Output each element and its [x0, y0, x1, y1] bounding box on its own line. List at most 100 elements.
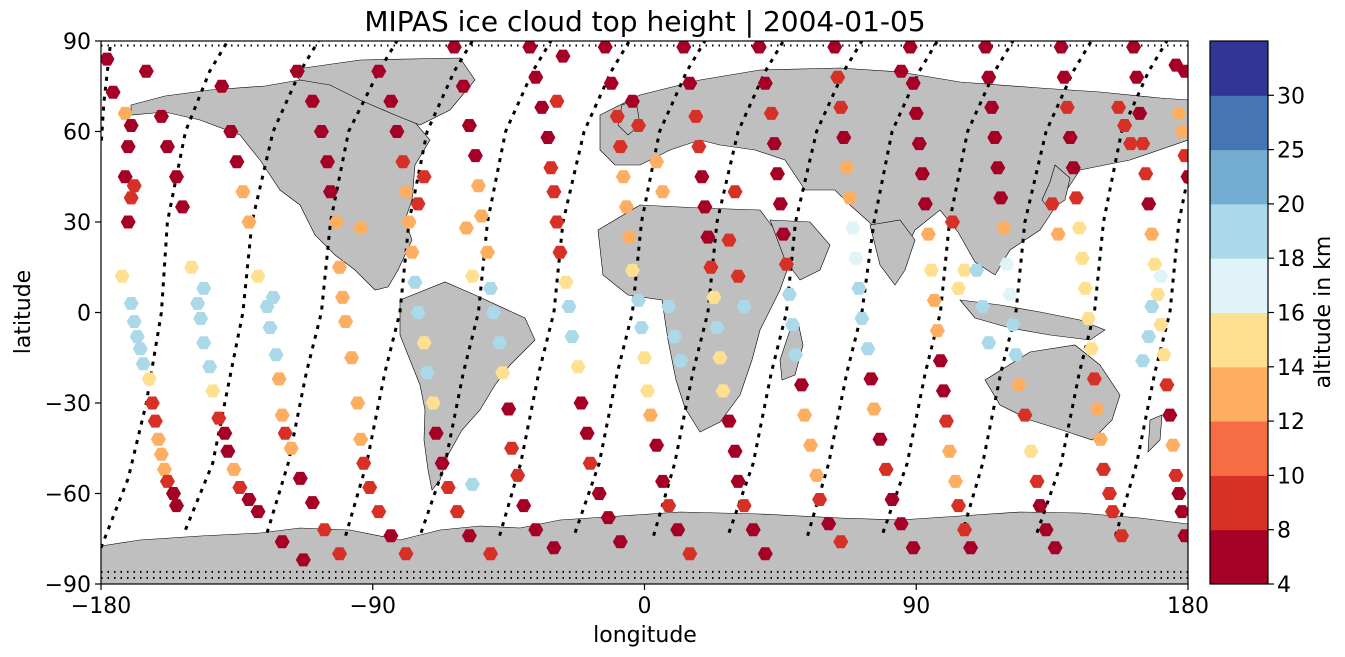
cloud-point-147 [621, 230, 637, 244]
orbit-track-2 [184, 41, 320, 531]
cloud-point-67 [323, 185, 338, 199]
cloud-point-222 [893, 517, 909, 531]
cloud-point-250 [990, 161, 1006, 175]
cloud-point-236 [935, 384, 951, 398]
cloud-point-195 [794, 378, 809, 392]
cloud-point-229 [914, 167, 930, 181]
cloud-point-17 [147, 414, 163, 428]
cloud-point-62 [265, 290, 281, 304]
map-area [101, 41, 1188, 584]
y-tick-label-0: 90 [63, 30, 91, 55]
cloud-point-228 [911, 137, 927, 151]
colorbar-tick-label-9: 30 [1277, 84, 1305, 109]
cloud-point-68 [329, 215, 344, 229]
colorbar-segment-2 [1210, 421, 1268, 476]
cloud-point-108 [483, 281, 498, 295]
cloud-point-270 [1062, 131, 1078, 144]
cloud-point-172 [715, 384, 731, 398]
colorbar: 4 8 10 12 14 16 18 20 25 30 [1209, 40, 1305, 598]
cloud-point-10 [123, 297, 139, 310]
cloud-point-278 [1086, 372, 1102, 386]
cloud-point-309 [1174, 125, 1188, 138]
cloud-point-170 [709, 321, 725, 335]
cloud-point-173 [721, 414, 737, 428]
cloud-point-153 [643, 408, 658, 422]
cloud-point-97 [461, 529, 477, 543]
cloud-point-227 [908, 106, 924, 120]
cloud-point-106 [473, 209, 489, 223]
cloud-point-290 [1135, 137, 1151, 151]
cloud-point-207 [830, 70, 846, 84]
cloud-point-65 [313, 125, 329, 138]
cloud-point-231 [920, 227, 936, 241]
cloud-point-293 [1144, 227, 1160, 241]
cloud-point-274 [1074, 251, 1090, 265]
cloud-point-164 [691, 140, 707, 154]
colorbar-segment-8 [1210, 95, 1268, 151]
cloud-point-27 [169, 170, 184, 184]
cloud-point-306 [1117, 119, 1133, 132]
land-indonesia [959, 299, 1106, 341]
colorbar-tick-label-0: 4 [1277, 573, 1291, 598]
cloud-point-145 [615, 170, 631, 184]
cloud-point-93 [428, 426, 444, 440]
cloud-point-242 [963, 541, 979, 555]
cloud-point-259 [1023, 444, 1039, 458]
cloud-point-49 [241, 215, 257, 229]
cloud-point-181 [673, 354, 689, 368]
cloud-point-267 [1053, 41, 1069, 54]
cloud-point-311 [1180, 170, 1188, 184]
cloud-point-257 [1011, 378, 1027, 392]
cloud-point-13 [132, 342, 148, 356]
cloud-point-191 [778, 257, 794, 271]
cloud-point-12 [129, 330, 145, 344]
cloud-point-233 [926, 293, 942, 307]
cloud-point-189 [772, 197, 788, 211]
cloud-point-248 [984, 100, 1000, 114]
cloud-point-286 [1044, 197, 1060, 211]
land-antarctica [101, 511, 1188, 584]
cloud-point-158 [682, 547, 698, 561]
cloud-point-316 [1141, 330, 1157, 344]
cloud-point-80 [353, 221, 369, 235]
cloud-point-163 [688, 109, 704, 123]
cloud-point-81 [371, 64, 387, 78]
cloud-point-273 [1071, 221, 1087, 235]
land-africa [597, 204, 791, 433]
cloud-point-300 [1165, 438, 1181, 452]
cloud-point-129 [558, 275, 574, 289]
cloud-point-177 [745, 523, 761, 537]
x-tick-label-1: −90 [350, 594, 396, 619]
cloud-point-246 [978, 41, 994, 54]
cloud-point-235 [932, 354, 948, 368]
cloud-point-42 [274, 535, 290, 549]
x-tick-label-2: 0 [638, 594, 652, 619]
cloud-point-47 [229, 155, 245, 169]
cloud-point-230 [917, 197, 933, 211]
cloud-point-174 [727, 444, 743, 458]
colorbar-segment-1 [1210, 475, 1268, 531]
cloud-point-109 [486, 306, 501, 319]
cloud-point-305 [1111, 100, 1127, 114]
cloud-point-249 [987, 131, 1003, 144]
cloud-point-73 [350, 396, 366, 410]
cloud-point-247 [981, 70, 997, 84]
cloud-point-154 [649, 438, 665, 452]
cloud-point-157 [670, 523, 686, 537]
cloud-point-22 [166, 487, 181, 500]
cloud-point-20 [156, 462, 172, 476]
cloud-point-199 [812, 493, 828, 506]
cloud-point-176 [736, 499, 752, 513]
orbit-track-10 [806, 41, 939, 537]
cloud-point-31 [193, 312, 209, 325]
cloud-point-23 [169, 499, 184, 513]
cloud-point-91 [419, 366, 435, 380]
cloud-point-144 [612, 140, 628, 154]
cloud-point-143 [609, 109, 625, 123]
colorbar-tick-label-7: 20 [1277, 193, 1305, 218]
cloud-point-35 [211, 411, 227, 425]
orbit-track-6 [498, 41, 631, 537]
colorbar-segment-3 [1210, 366, 1268, 422]
cloud-point-184 [751, 41, 767, 54]
cloud-point-16 [144, 396, 160, 410]
